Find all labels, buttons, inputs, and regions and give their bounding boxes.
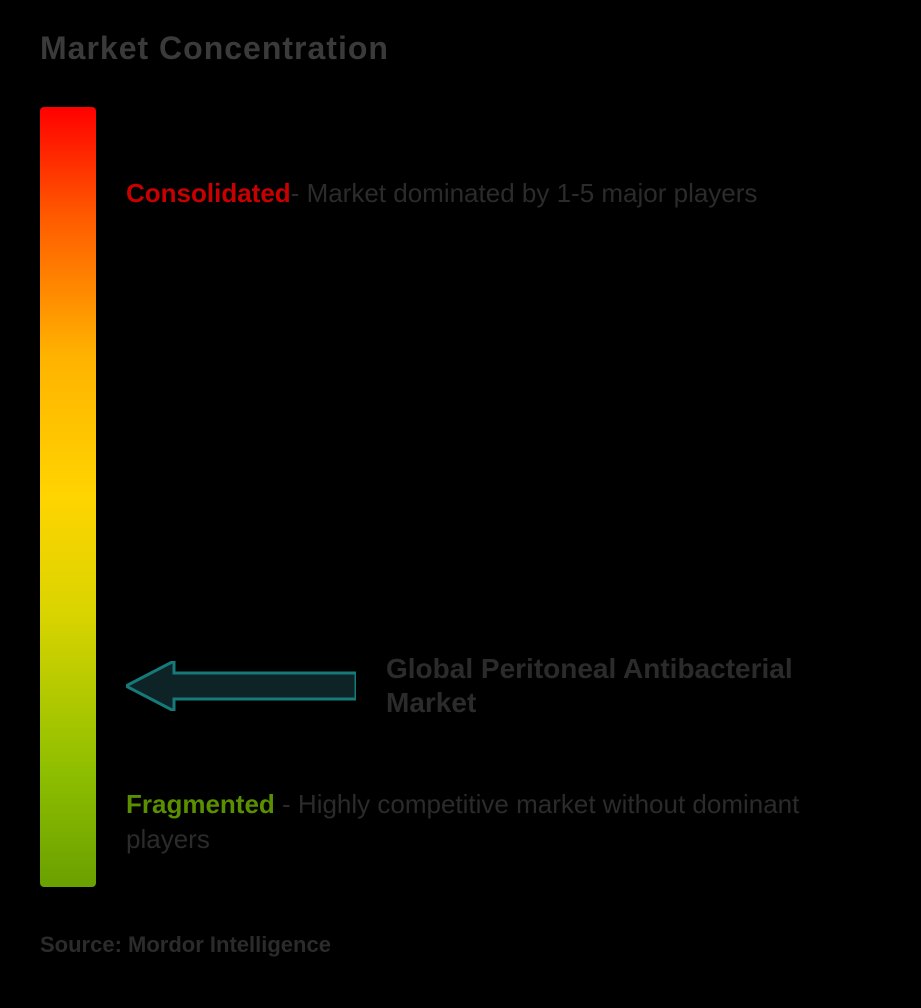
labels-region: Consolidated- Market dominated by 1-5 ma… (126, 107, 881, 887)
market-label: Global Peritoneal Antibacterial Market (386, 652, 826, 719)
arrow-icon (126, 661, 356, 711)
consolidated-label: Consolidated (126, 178, 291, 208)
fragmented-row: Fragmented - Highly competitive market w… (126, 787, 861, 857)
market-pointer-row: Global Peritoneal Antibacterial Market (126, 652, 826, 719)
chart-area: Consolidated- Market dominated by 1-5 ma… (40, 107, 881, 887)
consolidated-description: Market dominated by 1-5 major players (307, 178, 758, 208)
concentration-gradient-bar (40, 107, 96, 887)
consolidated-row: Consolidated- Market dominated by 1-5 ma… (126, 177, 861, 211)
source-attribution: Source: Mordor Intelligence (40, 932, 331, 958)
infographic-container: Market Concentration Consolidated- Marke… (0, 0, 921, 1008)
fragmented-separator: - (275, 789, 298, 819)
consolidated-separator: - (291, 178, 307, 208)
fragmented-label: Fragmented (126, 789, 275, 819)
chart-title: Market Concentration (40, 30, 881, 67)
